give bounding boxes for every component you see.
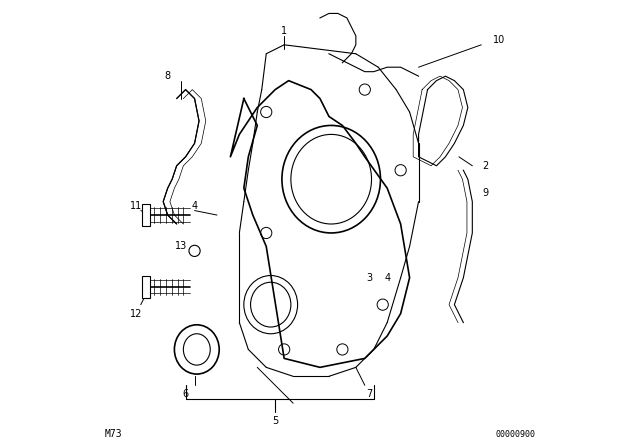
Text: M73: M73 — [105, 429, 123, 439]
Text: 4: 4 — [191, 201, 198, 211]
Text: 7: 7 — [366, 389, 372, 399]
Text: 4: 4 — [384, 273, 390, 283]
Text: 2: 2 — [483, 161, 489, 171]
Text: 10: 10 — [493, 35, 506, 45]
Text: 5: 5 — [272, 416, 278, 426]
Text: 11: 11 — [130, 201, 143, 211]
Text: 00000900: 00000900 — [495, 430, 535, 439]
Text: 9: 9 — [483, 188, 489, 198]
Text: 3: 3 — [366, 273, 372, 283]
Text: 1: 1 — [281, 26, 287, 36]
Text: 8: 8 — [164, 71, 171, 81]
Bar — [141, 276, 150, 298]
Bar — [141, 204, 150, 226]
Text: 6: 6 — [182, 389, 189, 399]
Text: 13: 13 — [175, 241, 188, 251]
Text: 12: 12 — [130, 309, 143, 319]
